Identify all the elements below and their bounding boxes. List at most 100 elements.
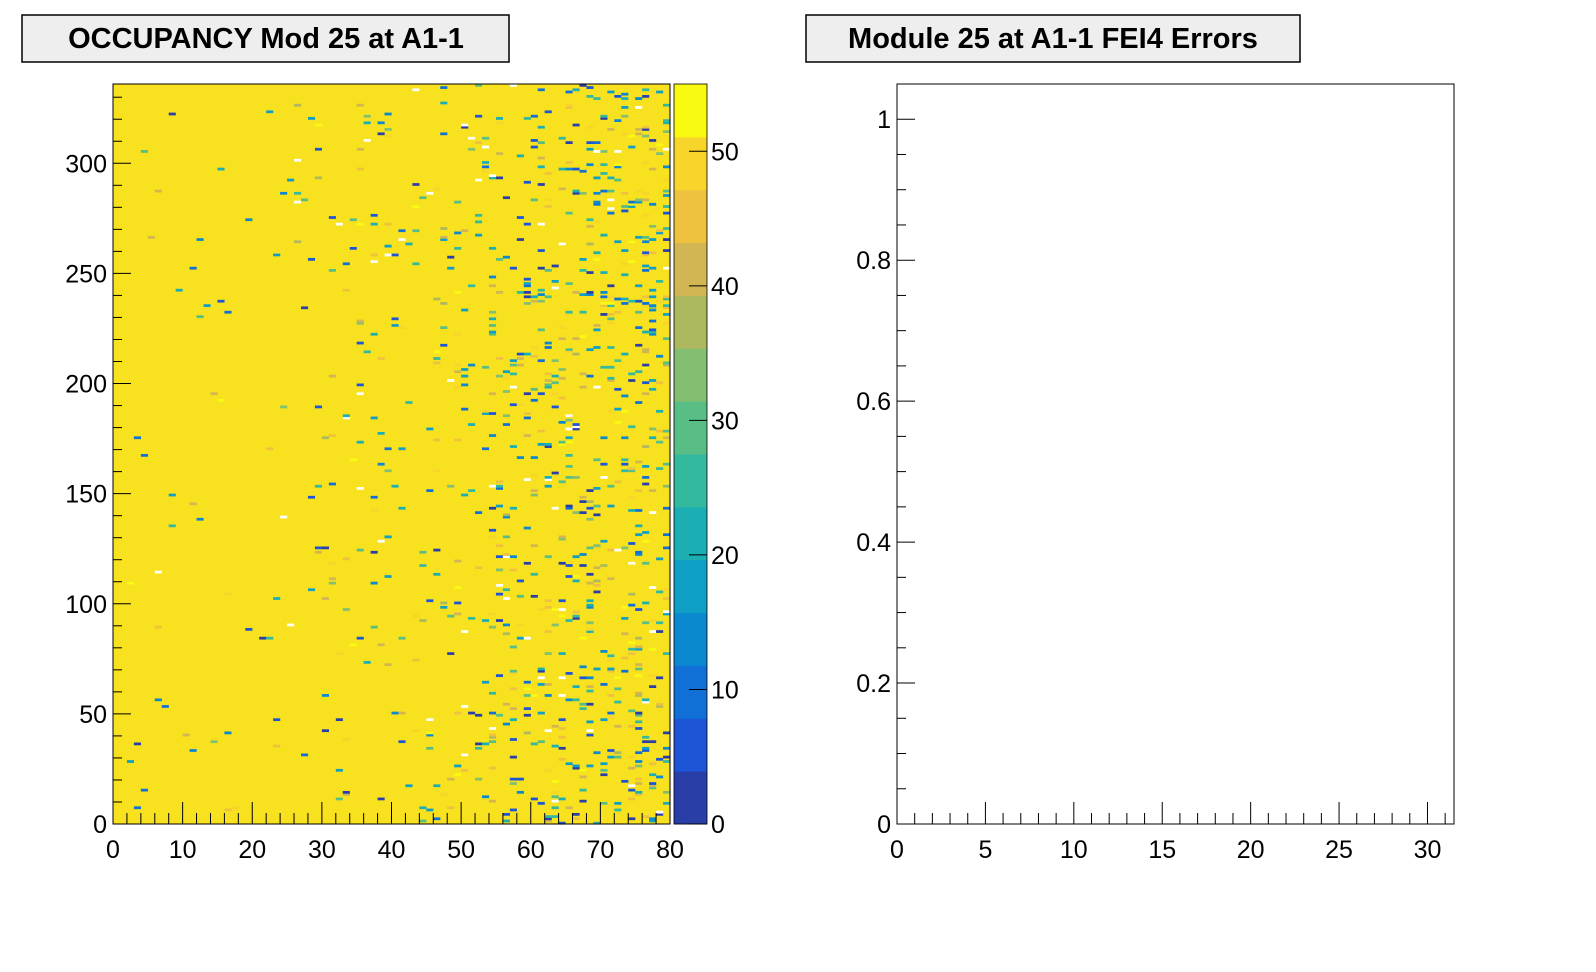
heatmap-cell (426, 733, 434, 737)
heatmap-cell (628, 134, 636, 138)
heatmap-cell (642, 125, 650, 129)
heatmap-cell (579, 310, 587, 314)
heatmap-cell (468, 147, 476, 151)
x-tick-label: 15 (1148, 836, 1176, 864)
heatmap-cell (426, 731, 434, 735)
heatmap-cell (656, 467, 664, 470)
heatmap-cell (614, 548, 622, 552)
heatmap-cell (377, 431, 385, 435)
heatmap-cell (607, 321, 615, 325)
heatmap-cell (384, 447, 392, 451)
heatmap-cell (600, 768, 608, 772)
heatmap-cell (586, 627, 594, 631)
heatmap-cell (586, 348, 594, 352)
heatmap-cell (593, 513, 601, 517)
heatmap-cell (649, 379, 657, 382)
heatmap-cell (335, 718, 343, 722)
heatmap-cell (656, 229, 664, 233)
heatmap-cell (558, 746, 566, 750)
heatmap-cell (593, 544, 601, 548)
heatmap-cell (572, 291, 580, 294)
heatmap-cell (189, 266, 197, 270)
heatmap-cell (579, 511, 587, 515)
heatmap-cell (384, 469, 392, 473)
y-tick-label: 250 (65, 260, 107, 288)
heatmap-cell (523, 680, 531, 684)
heatmap-cell (572, 123, 580, 127)
heatmap-cell (475, 213, 483, 217)
heatmap-cell (440, 101, 448, 105)
heatmap-cell (663, 361, 671, 365)
y-tick-label: 300 (65, 150, 107, 178)
heatmap-cell (593, 751, 601, 755)
heatmap-cell (217, 398, 225, 402)
heatmap-cell (384, 575, 392, 578)
heatmap-cell (621, 469, 629, 473)
heatmap-cell (475, 713, 483, 717)
heatmap-cell (307, 117, 316, 120)
heatmap-cell (154, 698, 162, 702)
heatmap-cell (635, 198, 643, 202)
heatmap-cell (558, 718, 566, 722)
heatmap-cell (642, 264, 650, 268)
heatmap-cell (509, 555, 517, 559)
heatmap-cell (628, 467, 636, 470)
heatmap-cell (663, 194, 671, 197)
heatmap-cell (356, 636, 364, 640)
heatmap-cell (537, 141, 545, 145)
errors-title: Module 25 at A1-1 FEI4 Errors (848, 23, 1258, 55)
heatmap-cell (565, 476, 573, 479)
heatmap-cell (614, 95, 622, 98)
heatmap-cell (537, 740, 545, 744)
heatmap-cell (356, 147, 364, 151)
heatmap-cell (614, 163, 622, 167)
heatmap-cell (628, 495, 636, 499)
heatmap-cell (523, 694, 531, 697)
heatmap-cell (154, 625, 162, 629)
heatmap-cell (307, 588, 316, 592)
heatmap-cell (600, 291, 608, 294)
heatmap-cell (558, 242, 566, 246)
heatmap-cell (516, 594, 524, 598)
x-tick-label: 40 (378, 836, 406, 864)
heatmap-cell (523, 636, 531, 640)
heatmap-cell (593, 150, 601, 153)
heatmap-cell (649, 328, 657, 332)
heatmap-cell (572, 167, 580, 171)
colorbar-band (674, 401, 707, 455)
heatmap-cell (516, 357, 524, 360)
heatmap-cell (565, 418, 573, 422)
heatmap-cell (224, 731, 232, 735)
heatmap-cell (544, 295, 552, 299)
heatmap-cell (461, 123, 469, 127)
heatmap-cell (502, 632, 510, 636)
heatmap-cell (147, 235, 155, 239)
heatmap-cell (600, 150, 608, 153)
heatmap-cell (189, 749, 197, 752)
heatmap-cell (509, 718, 517, 722)
heatmap-cell (635, 777, 643, 781)
heatmap-cell (530, 145, 538, 149)
heatmap-cell (370, 213, 378, 217)
heatmap-cell (558, 136, 566, 140)
heatmap-cell (628, 200, 636, 204)
heatmap-cell (558, 608, 566, 611)
heatmap-cell (161, 705, 169, 708)
heatmap-cell (621, 92, 629, 96)
heatmap-cell (461, 407, 469, 411)
heatmap-cell (342, 790, 350, 794)
heatmap-cell (495, 117, 504, 120)
heatmap-cell (642, 749, 650, 752)
heatmap-cell (656, 630, 664, 633)
heatmap-cell (482, 795, 490, 799)
heatmap-cell (551, 799, 559, 803)
heatmap-cell (656, 440, 664, 444)
heatmap-cell (642, 363, 650, 367)
colorbar-tick-label: 40 (711, 273, 739, 301)
heatmap-cell (530, 299, 538, 303)
heatmap-cell (656, 702, 664, 706)
heatmap-cell (454, 200, 462, 204)
heatmap-cell (398, 447, 406, 451)
heatmap-cell (607, 295, 615, 299)
heatmap-cell (482, 145, 490, 149)
